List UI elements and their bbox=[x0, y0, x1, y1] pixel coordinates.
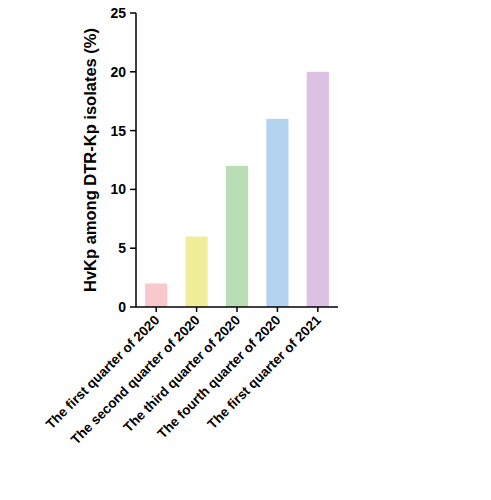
y-tick-label: 25 bbox=[110, 5, 126, 21]
y-axis bbox=[135, 13, 137, 307]
x-tick bbox=[236, 307, 238, 312]
x-tick bbox=[196, 307, 198, 312]
chart: 0510152025The first quarter of 2020The s… bbox=[0, 0, 491, 500]
y-tick-label: 20 bbox=[110, 64, 126, 80]
y-tick bbox=[130, 71, 136, 73]
bar bbox=[307, 72, 329, 307]
bars bbox=[145, 72, 329, 307]
x-tick-label: The first quarter of 2021 bbox=[205, 312, 325, 432]
y-tick-label: 0 bbox=[118, 299, 126, 315]
y-tick-label: 10 bbox=[110, 181, 126, 197]
y-tick bbox=[130, 130, 136, 132]
chart-container: 0510152025The first quarter of 2020The s… bbox=[0, 0, 491, 500]
y-axis-title: HvKp among DTR-Kp isolates (%) bbox=[81, 28, 99, 292]
bar bbox=[145, 283, 167, 307]
y-tick-label: 5 bbox=[118, 240, 126, 256]
y-tick-label: 15 bbox=[110, 123, 126, 139]
y-tick bbox=[130, 247, 136, 249]
x-tick bbox=[155, 307, 157, 312]
y-tick bbox=[130, 12, 136, 14]
x-tick bbox=[317, 307, 319, 312]
bar bbox=[185, 236, 207, 307]
y-tick bbox=[130, 306, 136, 308]
y-tick bbox=[130, 189, 136, 191]
bar bbox=[226, 166, 248, 307]
x-tick bbox=[277, 307, 279, 312]
bar bbox=[266, 119, 288, 307]
